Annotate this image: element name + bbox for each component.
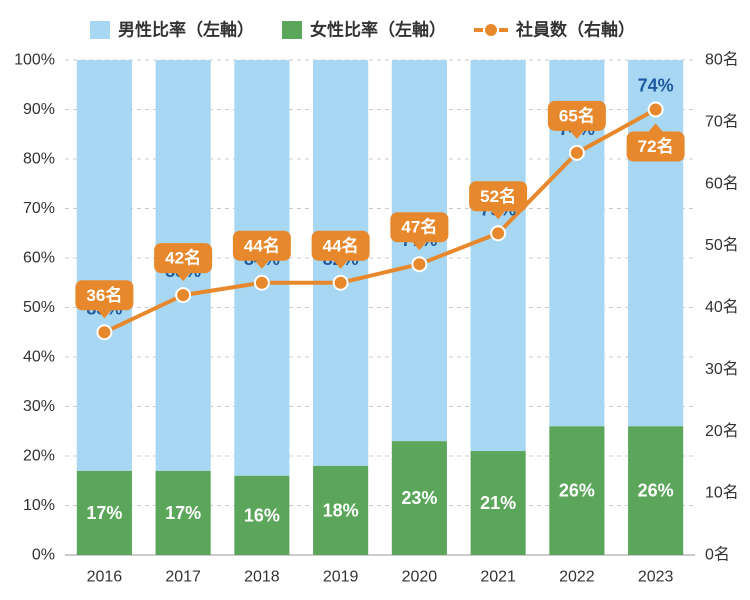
line-marker <box>649 103 663 117</box>
right-axis-tick: 50名 <box>705 236 739 254</box>
bar-male <box>392 60 447 441</box>
line-marker <box>97 325 111 339</box>
left-axis-tick: 10% <box>23 497 55 514</box>
right-axis-tick: 30名 <box>705 360 739 378</box>
count-bubble-label: 72名 <box>638 136 674 156</box>
x-category: 2022 <box>559 569 595 586</box>
female-pct-label: 23% <box>401 488 437 508</box>
count-bubble-label: 42名 <box>165 248 201 268</box>
count-bubble-label: 44名 <box>244 235 280 255</box>
left-axis-tick: 60% <box>23 250 55 267</box>
x-category: 2016 <box>87 569 123 586</box>
line-marker <box>491 226 505 240</box>
x-category: 2021 <box>480 569 516 586</box>
count-bubble-label: 52名 <box>480 186 516 206</box>
female-pct-label: 16% <box>244 505 280 525</box>
line-marker <box>255 276 269 290</box>
count-bubble-label: 44名 <box>323 235 359 255</box>
right-axis-tick: 40名 <box>705 298 739 316</box>
line-marker <box>334 276 348 290</box>
x-category: 2017 <box>165 569 201 586</box>
right-axis-tick: 0名 <box>705 546 730 564</box>
right-axis-tick: 60名 <box>705 174 739 192</box>
count-bubble-label: 65名 <box>559 105 595 125</box>
right-axis-tick: 20名 <box>705 422 739 440</box>
x-category: 2018 <box>244 569 280 586</box>
left-axis-tick: 30% <box>23 398 55 415</box>
female-pct-label: 17% <box>86 503 122 523</box>
line-marker <box>412 257 426 271</box>
left-axis-tick: 20% <box>23 448 55 465</box>
line-marker <box>570 146 584 160</box>
legend-label: 男性比率（左軸） <box>118 20 254 40</box>
right-axis-tick: 80名 <box>705 51 739 69</box>
female-pct-label: 26% <box>559 481 595 501</box>
bar-male <box>471 60 526 451</box>
x-category: 2023 <box>638 569 674 586</box>
left-axis-tick: 100% <box>14 52 55 69</box>
chart-svg: 0% 10% 20% 30% 40% 50% 60% 70% 80% 90% 100% 0名 10名 20… <box>0 0 750 600</box>
left-axis-tick: 0% <box>32 547 55 564</box>
legend-swatch <box>90 21 110 39</box>
legend-label: 社員数（右軸） <box>515 20 635 40</box>
bar-male <box>77 60 132 471</box>
legend-swatch <box>282 21 302 39</box>
count-bubble-label: 47名 <box>401 217 437 237</box>
x-category: 2020 <box>402 569 438 586</box>
line-marker <box>176 288 190 302</box>
female-pct-label: 18% <box>323 500 359 520</box>
left-axis-tick: 90% <box>23 101 55 118</box>
female-pct-label: 21% <box>480 493 516 513</box>
left-axis-tick: 40% <box>23 349 55 366</box>
female-pct-label: 26% <box>638 481 674 501</box>
left-axis-tick: 70% <box>23 200 55 217</box>
employee-ratio-chart: 0% 10% 20% 30% 40% 50% 60% 70% 80% 90% 100% 0名 10名 20… <box>0 0 750 600</box>
x-category: 2019 <box>323 569 359 586</box>
count-bubble-label: 36名 <box>86 285 122 305</box>
legend-label: 女性比率（左軸） <box>310 20 446 40</box>
left-axis-tick: 80% <box>23 151 55 168</box>
left-axis-tick: 50% <box>23 299 55 316</box>
right-axis-tick: 70名 <box>705 112 739 130</box>
female-pct-label: 17% <box>165 503 201 523</box>
legend-marker <box>484 23 498 37</box>
right-axis-tick: 10名 <box>705 484 739 502</box>
male-pct-label: 74% <box>638 76 674 96</box>
